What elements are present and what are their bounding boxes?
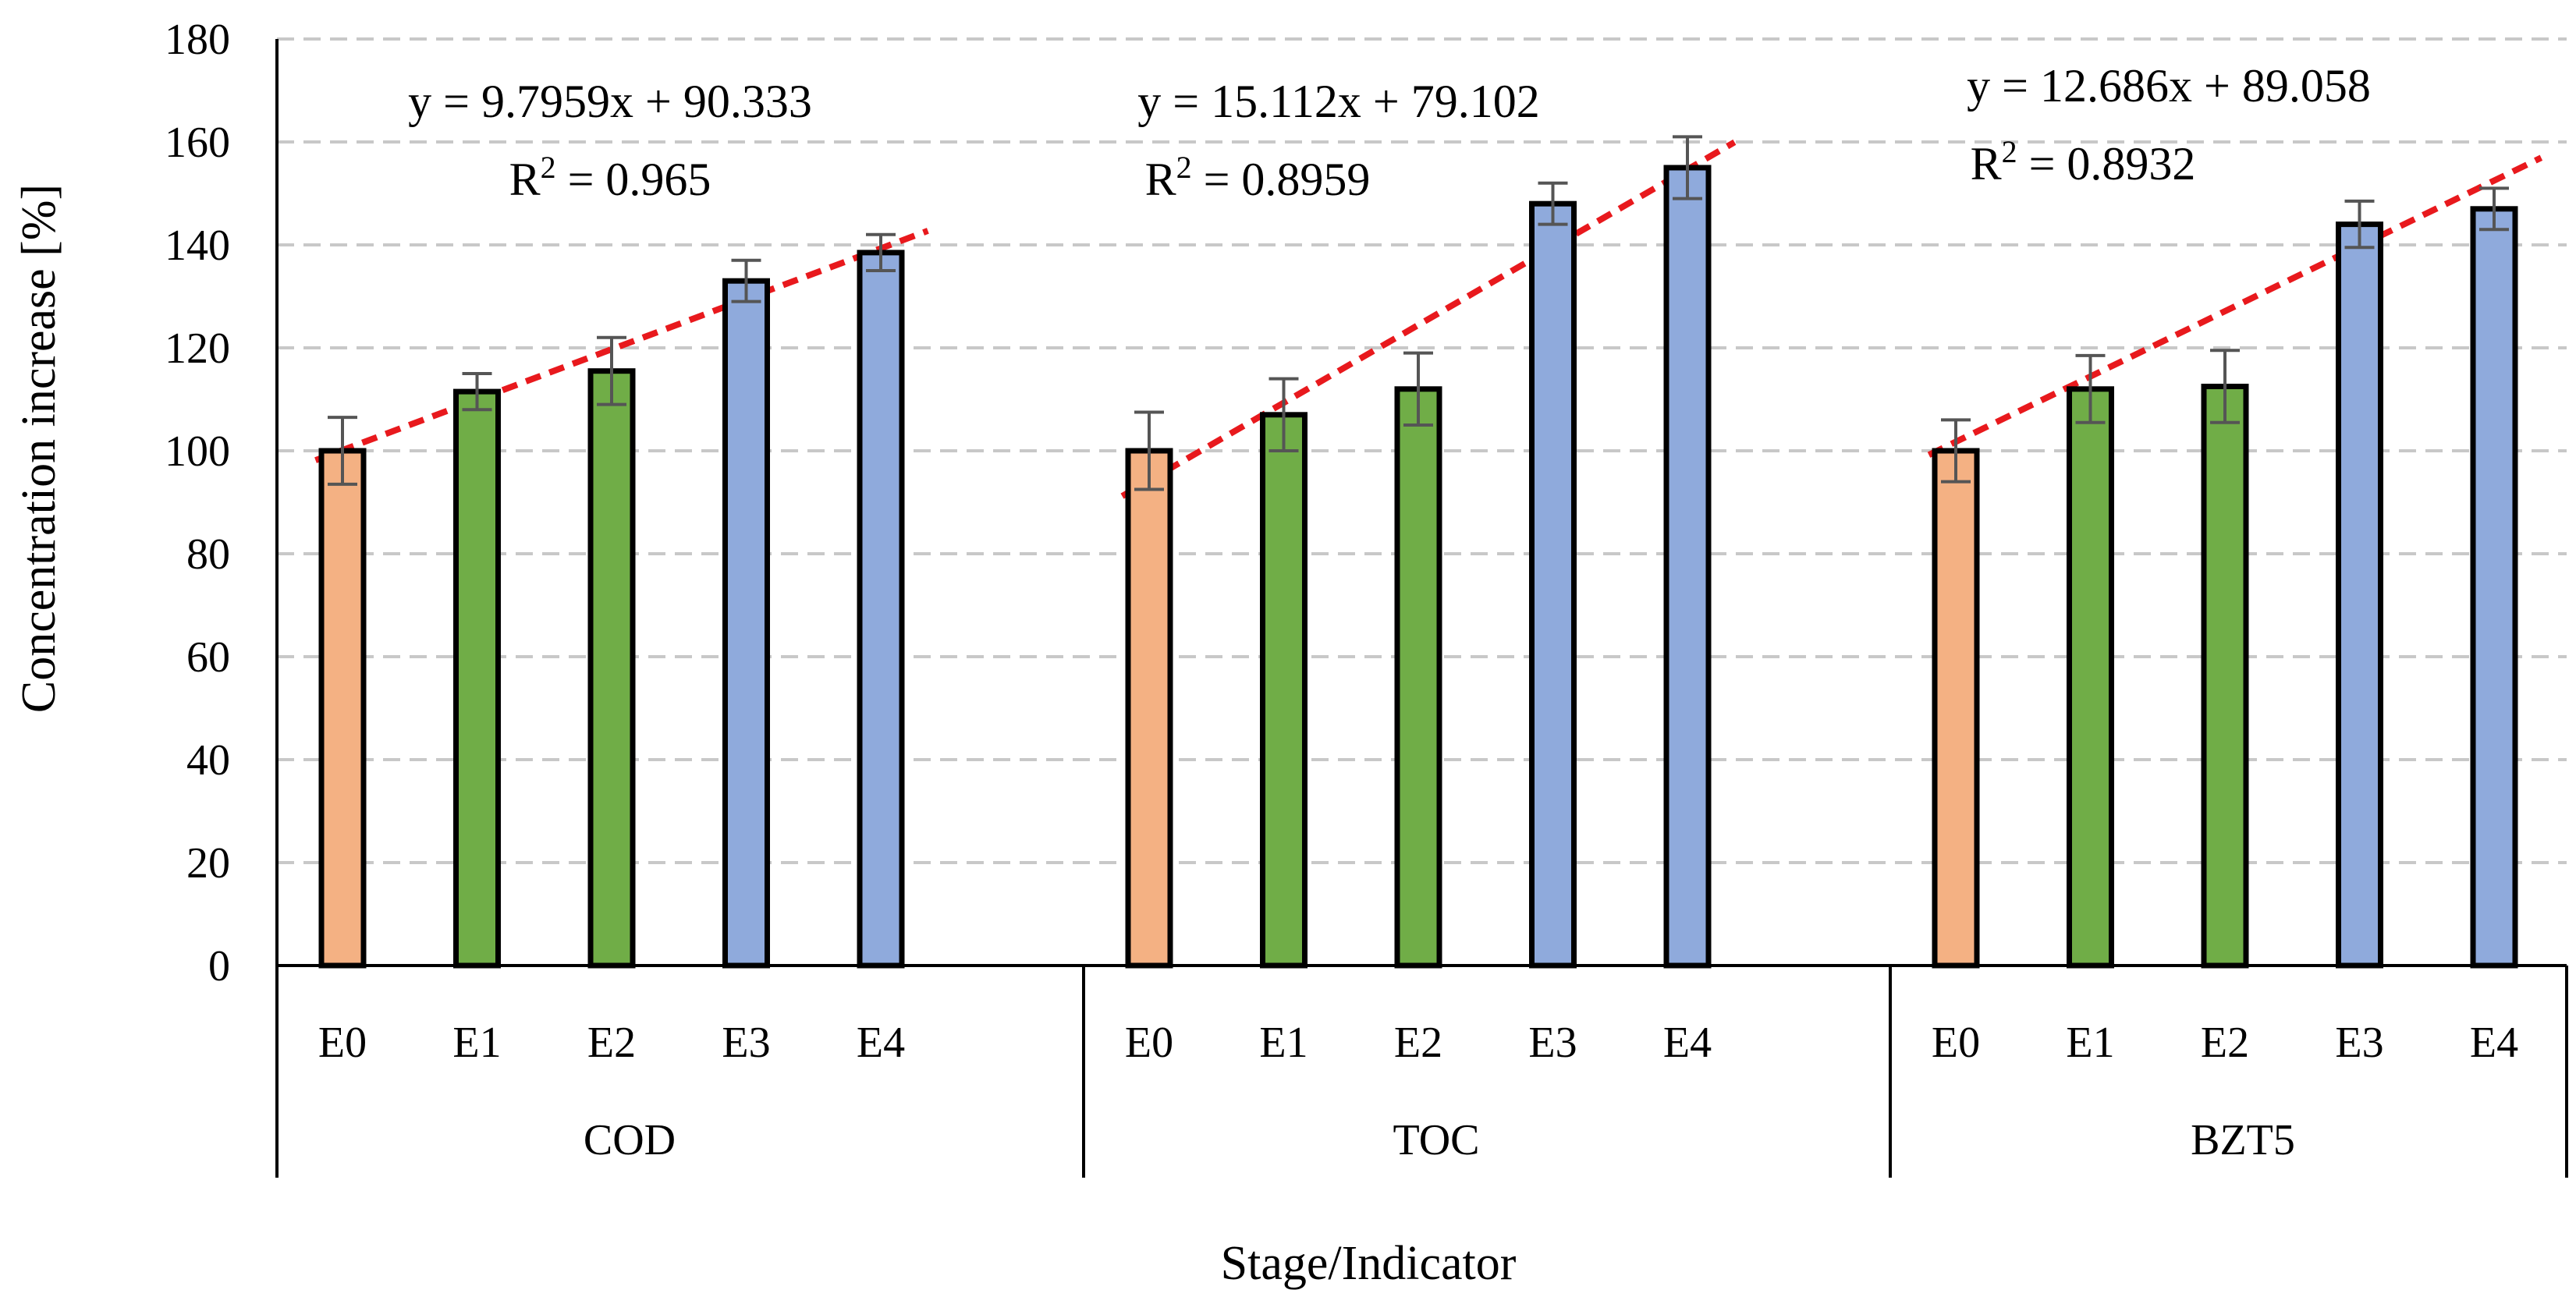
- bar-TOC-E4: [1663, 165, 1712, 969]
- y-tick-label: 40: [186, 736, 230, 785]
- x-tick-label-E0: E0: [1932, 1019, 1980, 1067]
- x-tick-label-E3: E3: [722, 1019, 770, 1067]
- labels: 0 20 40 60 80 100 120 140 160 180 E0 E1 E2 E3 E4 COD y =…: [165, 16, 2518, 1164]
- x-tick-label-E2: E2: [2201, 1019, 2249, 1067]
- group-label-COD: COD: [584, 1116, 676, 1164]
- x-tick-label-E1: E1: [1259, 1019, 1308, 1067]
- trend-r2-COD: R2 = 0.965: [509, 150, 711, 205]
- y-tick-label: 20: [186, 839, 230, 888]
- group-label-TOC: TOC: [1393, 1116, 1480, 1164]
- bar-TOC-E0: [1125, 448, 1173, 969]
- y-tick-label: 60: [186, 633, 230, 682]
- y-tick-label: 120: [165, 324, 230, 373]
- y-axis-title: Concentration increase [%]: [12, 184, 66, 713]
- x-tick-label-E3: E3: [2335, 1019, 2383, 1067]
- bar-COD-E0: [318, 448, 367, 969]
- group-label-BZT5: BZT5: [2191, 1116, 2295, 1164]
- x-tick-label-E0: E0: [318, 1019, 367, 1067]
- y-tick-label: 140: [165, 221, 230, 270]
- trendline-BZT5: [1927, 154, 2543, 458]
- y-tick-label: 100: [165, 427, 230, 476]
- bar-COD-E2: [587, 368, 636, 969]
- bar-COD-E4: [857, 250, 905, 969]
- x-tick-label-E3: E3: [1528, 1019, 1577, 1067]
- bar-TOC-E1: [1260, 412, 1308, 969]
- y-tick-label: 160: [165, 119, 230, 167]
- bars: [318, 165, 2518, 969]
- trendline-COD: [314, 228, 929, 463]
- bar-BZT5-E0: [1932, 448, 1980, 969]
- error-bars: [328, 135, 2509, 491]
- trend-equation-TOC: y = 15.112x + 79.102: [1137, 76, 1539, 127]
- bar-COD-E3: [722, 278, 770, 969]
- axes: [275, 39, 2568, 1178]
- x-tick-label-E4: E4: [857, 1019, 905, 1067]
- bar-BZT5-E1: [2067, 386, 2114, 969]
- bar-TOC-E3: [1529, 200, 1577, 969]
- trendline-TOC: [1120, 139, 1737, 499]
- x-tick-label-E4: E4: [1663, 1019, 1712, 1067]
- x-tick-label-E0: E0: [1125, 1019, 1173, 1067]
- bar-BZT5-E2: [2201, 384, 2249, 969]
- x-tick-label-E4: E4: [2470, 1019, 2518, 1067]
- y-tick-label: 180: [165, 16, 230, 64]
- bar-BZT5-E4: [2470, 206, 2518, 969]
- bar-COD-E1: [453, 388, 501, 969]
- y-tick-label: 0: [208, 942, 230, 990]
- trend-r2-TOC: R2 = 0.8959: [1145, 150, 1371, 205]
- x-tick-label-E1: E1: [452, 1019, 501, 1067]
- trendlines: [314, 139, 2543, 499]
- trend-equation-COD: y = 9.7959x + 90.333: [408, 76, 812, 127]
- x-tick-label-E1: E1: [2066, 1019, 2114, 1067]
- bar-TOC-E2: [1394, 386, 1442, 969]
- x-tick-label-E2: E2: [1394, 1019, 1442, 1067]
- x-axis-title: Stage/Indicator: [1221, 1237, 1517, 1290]
- x-tick-label-E2: E2: [587, 1019, 636, 1067]
- trend-r2-BZT5: R2 = 0.8932: [1971, 134, 2196, 190]
- y-tick-label: 80: [186, 530, 230, 579]
- bar-BZT5-E3: [2336, 221, 2383, 969]
- trend-equation-BZT5: y = 12.686x + 89.058: [1967, 60, 2371, 112]
